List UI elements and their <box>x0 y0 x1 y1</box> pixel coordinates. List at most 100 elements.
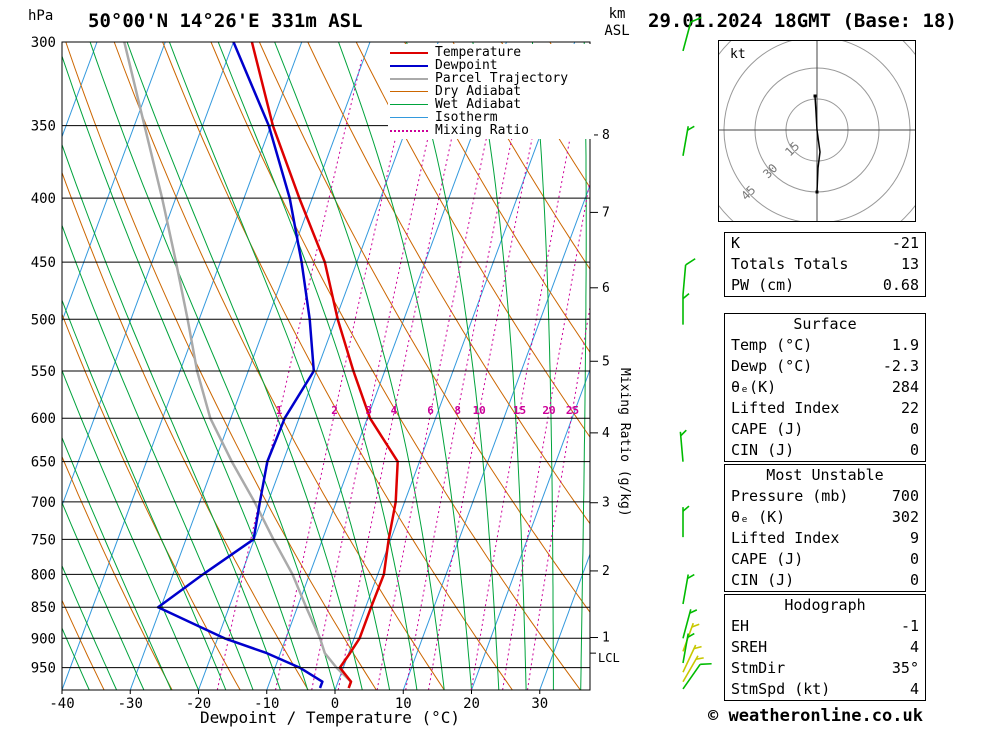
svg-text:4: 4 <box>602 426 610 441</box>
x-axis-label: Dewpoint / Temperature (°C) <box>199 708 461 727</box>
svg-text:500: 500 <box>31 312 56 328</box>
param-row: CIN (J) 0 <box>725 570 925 591</box>
svg-text:30: 30 <box>531 696 548 712</box>
param-row: Dewp (°C) -2.3 <box>725 356 925 377</box>
param-value: 284 <box>891 378 919 396</box>
param-label: Pressure (mb) <box>731 487 849 505</box>
param-row: PW (cm) 0.68 <box>725 275 925 296</box>
svg-text:4: 4 <box>391 404 398 417</box>
param-label: CAPE (J) <box>731 550 804 568</box>
param-row: Lifted Index 22 <box>725 398 925 419</box>
param-row: θₑ (K) 302 <box>725 507 925 528</box>
svg-text:3: 3 <box>365 404 372 417</box>
svg-text:750: 750 <box>31 532 56 548</box>
altitude-axis-unit: km ASL <box>604 6 630 39</box>
param-row: Pressure (mb) 700 <box>725 486 925 507</box>
param-value: -1 <box>900 617 919 635</box>
legend-label: Parcel Trajectory <box>435 71 569 86</box>
hodograph-trace <box>814 95 821 193</box>
svg-text:-40: -40 <box>49 696 74 712</box>
legend-item-wet-adiabat: Wet Adiabat <box>390 98 592 111</box>
svg-text:10: 10 <box>473 404 486 417</box>
legend: Temperature Dewpoint Parcel Trajectory Dry … <box>388 44 594 139</box>
svg-text:300: 300 <box>31 35 56 51</box>
svg-text:6: 6 <box>602 281 610 296</box>
svg-text:8: 8 <box>602 128 610 143</box>
param-value: 9 <box>909 529 919 547</box>
svg-text:-30: -30 <box>118 696 143 712</box>
svg-text:6: 6 <box>427 404 434 417</box>
svg-text:1: 1 <box>602 631 610 646</box>
wind-barb-column <box>679 16 712 690</box>
param-row: K -21 <box>725 233 925 254</box>
mixing-ratio-value-labels: 1 2 3 4 6 8 10 15 20 25 <box>276 404 579 417</box>
legend-label: Temperature <box>435 45 522 60</box>
param-value: -21 <box>891 234 919 252</box>
legend-item-dewpoint: Dewpoint <box>390 59 592 72</box>
svg-text:900: 900 <box>31 631 56 647</box>
svg-text:1: 1 <box>276 404 283 417</box>
pressure-axis-unit: hPa <box>28 8 54 24</box>
param-row: EH -1 <box>725 616 925 637</box>
svg-text:800: 800 <box>31 567 56 583</box>
panel-surface-title: Surface <box>793 315 857 333</box>
legend-item-mixing-ratio: Mixing Ratio <box>390 124 592 137</box>
wet-adiabat-lines <box>62 42 587 690</box>
axis-labels: 3003504004505005506006507007508008509009… <box>31 35 620 712</box>
panel-surface: Surface Temp (°C) 1.9 Dewp (°C) -2.3 θₑ(K) 284… <box>724 313 926 462</box>
isotherm-line-swatch <box>390 117 428 118</box>
hodograph-frame <box>718 40 916 222</box>
svg-text:650: 650 <box>31 455 56 471</box>
svg-text:2: 2 <box>602 564 610 579</box>
wet-adiabat-line-swatch <box>390 104 428 105</box>
copyright-link[interactable]: © weatheronline.co.uk <box>708 706 923 726</box>
parcel-trajectory-line-swatch <box>390 77 428 80</box>
mixing-ratio-axis-label: Mixing Ratio (g/kg) <box>617 368 632 517</box>
svg-text:15: 15 <box>513 404 526 417</box>
param-label: StmSpd (kt) <box>731 680 831 698</box>
svg-text:950: 950 <box>31 661 56 677</box>
svg-text:15: 15 <box>782 139 802 159</box>
param-label: CAPE (J) <box>731 420 804 438</box>
param-value: 0 <box>909 571 919 589</box>
svg-text:20: 20 <box>542 404 555 417</box>
legend-item-parcel-trajectory: Parcel Trajectory <box>390 72 592 85</box>
param-value: 1.9 <box>891 336 919 354</box>
svg-text:8: 8 <box>454 404 461 417</box>
param-value: 22 <box>900 399 919 417</box>
plot-frame <box>61 41 591 691</box>
svg-text:3: 3 <box>602 496 610 511</box>
svg-text:10: 10 <box>395 696 412 712</box>
legend-label: Mixing Ratio <box>435 123 529 138</box>
panel-indices: K -21 Totals Totals 13 PW (cm) 0.68 <box>724 232 926 297</box>
svg-text:700: 700 <box>31 495 56 511</box>
param-label: EH <box>731 617 750 635</box>
hodograph-unit-label: kt <box>730 47 746 62</box>
svg-text:2: 2 <box>331 404 338 417</box>
svg-text:-10: -10 <box>254 696 279 712</box>
svg-text:450: 450 <box>31 255 56 271</box>
legend-item-dry-adiabat: Dry Adiabat <box>390 85 592 98</box>
legend-label: Dry Adiabat <box>435 84 522 99</box>
param-label: θₑ (K) <box>731 508 786 526</box>
param-label: SREH <box>731 638 768 656</box>
param-value: 4 <box>909 638 919 656</box>
panel-hodograph: Hodograph EH -1 SREH 4 StmDir 35° StmSpd (kt) 4 <box>724 594 926 701</box>
param-label: CIN (J) <box>731 571 795 589</box>
legend-item-temperature: Temperature <box>390 46 592 59</box>
param-row: Temp (°C) 1.9 <box>725 335 925 356</box>
svg-text:550: 550 <box>31 364 56 380</box>
svg-text:5: 5 <box>602 354 610 369</box>
param-value: 35° <box>891 659 919 677</box>
param-value: 4 <box>909 680 919 698</box>
param-value: 302 <box>891 508 919 526</box>
param-row: StmDir 35° <box>725 658 925 679</box>
param-value: 700 <box>891 487 919 505</box>
param-row: SREH 4 <box>725 637 925 658</box>
svg-text:-20: -20 <box>186 696 211 712</box>
svg-text:350: 350 <box>31 119 56 135</box>
mixing-ratio-lines <box>216 59 590 690</box>
legend-label: Wet Adiabat <box>435 97 522 112</box>
